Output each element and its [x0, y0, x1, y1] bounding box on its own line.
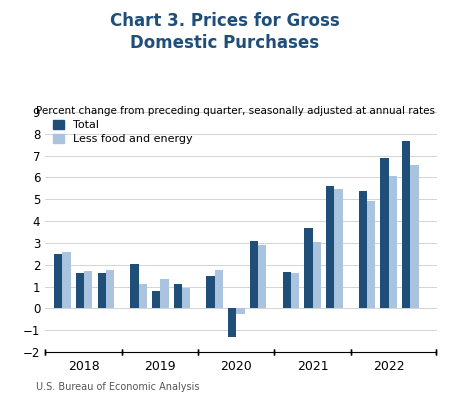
Legend: Total, Less food and energy: Total, Less food and energy — [50, 118, 194, 146]
Text: 2020: 2020 — [220, 360, 252, 373]
Bar — [359, 190, 367, 308]
Bar — [402, 142, 410, 308]
Bar — [139, 284, 147, 308]
Bar — [304, 228, 312, 308]
Bar — [207, 276, 215, 308]
Bar — [367, 202, 375, 308]
Bar — [160, 279, 169, 308]
Text: 2018: 2018 — [68, 360, 100, 373]
Bar — [258, 245, 266, 308]
Bar — [380, 158, 389, 308]
Bar — [236, 308, 245, 314]
Bar — [174, 284, 182, 308]
Bar — [250, 241, 258, 308]
Bar — [410, 166, 419, 308]
Bar — [98, 274, 106, 308]
Bar — [326, 186, 334, 308]
Bar — [106, 270, 114, 308]
Bar — [228, 308, 236, 337]
Text: Chart 3. Prices for Gross
Domestic Purchases: Chart 3. Prices for Gross Domestic Purch… — [110, 12, 340, 52]
Bar — [291, 274, 299, 308]
Bar — [84, 271, 92, 308]
Bar — [215, 270, 223, 308]
Bar — [76, 274, 84, 308]
Text: Percent change from preceding quarter, seasonally adjusted at annual rates: Percent change from preceding quarter, s… — [36, 106, 435, 116]
Text: 2019: 2019 — [144, 360, 176, 373]
Bar — [389, 176, 397, 308]
Text: 2021: 2021 — [297, 360, 328, 373]
Bar — [312, 242, 321, 308]
Text: 2022: 2022 — [373, 360, 405, 373]
Bar — [182, 288, 190, 308]
Bar — [334, 190, 342, 308]
Bar — [130, 264, 139, 308]
Bar — [63, 252, 71, 308]
Text: U.S. Bureau of Economic Analysis: U.S. Bureau of Economic Analysis — [36, 382, 199, 392]
Bar — [283, 272, 291, 308]
Bar — [54, 254, 63, 308]
Bar — [152, 291, 160, 308]
